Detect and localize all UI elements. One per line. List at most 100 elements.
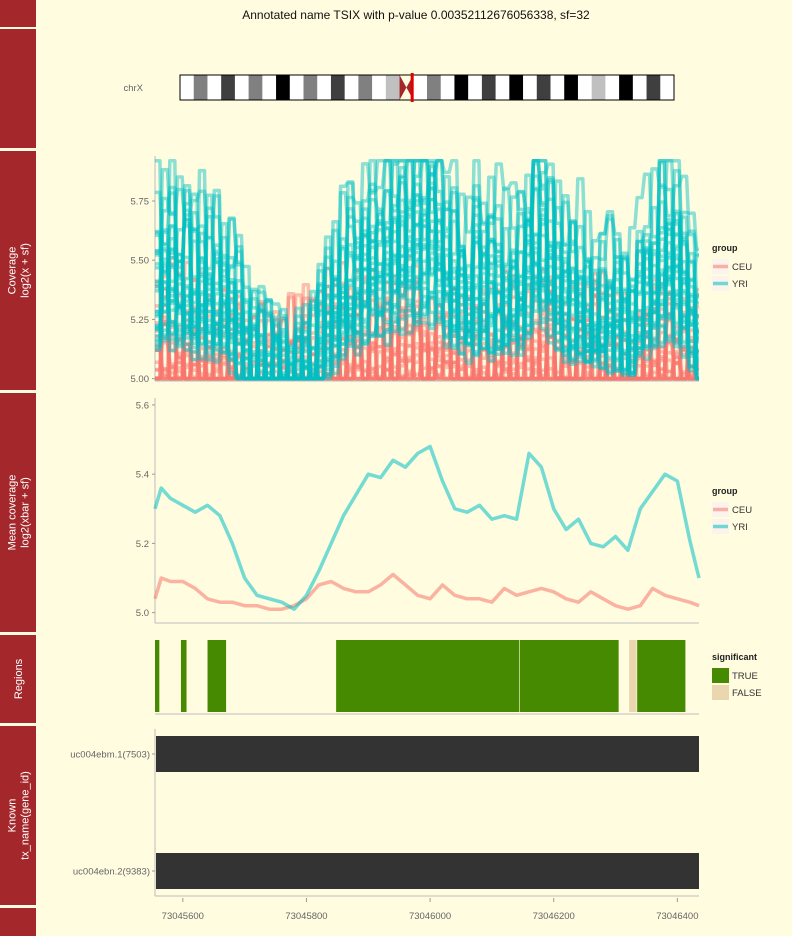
x-tick-label: 73046200 xyxy=(533,911,575,922)
chromosome-band xyxy=(509,75,524,100)
coverage-line-yri xyxy=(155,197,699,381)
chromosome-band xyxy=(221,75,236,100)
centromere xyxy=(399,75,414,100)
chromosome-band xyxy=(372,75,387,100)
strip-label-known: Knowntx_name(gene_id) xyxy=(7,771,32,860)
coverage-line-ceu xyxy=(155,322,699,381)
chromosome-label: chrX xyxy=(123,83,143,94)
strip-footer xyxy=(0,908,36,936)
coverage-line-yri xyxy=(155,158,699,381)
mean-legend-label: YRI xyxy=(732,522,748,533)
chromosome-band xyxy=(646,75,661,100)
x-tick-label: 73046400 xyxy=(656,911,698,922)
chromosome-band xyxy=(495,75,510,100)
strip-known xyxy=(0,726,36,905)
chromosome-band xyxy=(193,75,208,100)
transcript-bar xyxy=(156,736,699,772)
mean-legend-label: CEU xyxy=(732,505,752,516)
strip-label-coverage: Coveragelog2(x + sf) xyxy=(7,243,32,298)
chromosome-band xyxy=(207,75,222,100)
strip-mean xyxy=(0,393,36,632)
strip-label-line: Known xyxy=(7,799,19,833)
regions-legend-swatch xyxy=(712,685,729,700)
panel-strips: Coveragelog2(x + sf) Mean coveragelog2(xb… xyxy=(0,0,36,936)
strip-label-line: Mean coverage xyxy=(7,475,19,551)
chromosome-band xyxy=(660,75,675,100)
strip-label-line: Regions xyxy=(13,658,25,699)
region-bar xyxy=(637,640,686,712)
coverage-line-yri xyxy=(155,158,699,381)
coverage-line-yri xyxy=(155,158,699,381)
coverage-line-ceu xyxy=(155,254,699,381)
mean-y-tick-label: 5.2 xyxy=(136,539,149,550)
coverage-line-yri xyxy=(155,168,699,381)
coverage-line-ceu xyxy=(155,306,699,381)
chromosome-band xyxy=(276,75,291,100)
chromosome-band xyxy=(550,75,565,100)
region-bar xyxy=(207,640,227,712)
chromosome-band xyxy=(468,75,483,100)
coverage-line-yri xyxy=(155,257,699,381)
chromosome-band xyxy=(413,75,428,100)
coverage-line-yri xyxy=(155,272,699,381)
coverage-line-yri xyxy=(155,158,699,381)
mean-y-tick-label: 5.6 xyxy=(136,400,149,411)
chromosome-band xyxy=(180,75,195,100)
chromosome-band xyxy=(591,75,606,100)
chromosome-band xyxy=(632,75,647,100)
coverage-line-ceu xyxy=(155,322,699,381)
transcript-label: uc004ebn.2(9383) xyxy=(73,867,150,878)
coverage-line-yri xyxy=(155,172,699,381)
chromosome-band xyxy=(427,75,442,100)
coverage-line-ceu xyxy=(155,312,699,381)
chromosome-band xyxy=(454,75,469,100)
coverage-line-yri xyxy=(155,197,699,381)
coverage-line-yri xyxy=(155,240,699,381)
coverage-y-tick-label: 5.50 xyxy=(131,256,150,267)
coverage-line-yri xyxy=(155,215,699,381)
coverage-line-ceu xyxy=(155,262,699,381)
coverage-line-yri xyxy=(155,158,699,381)
chromosome-band xyxy=(358,75,373,100)
coverage-line-yri xyxy=(155,213,699,381)
coverage-panel: 5.00 5.25 5.50 5.75 xyxy=(131,156,699,385)
regions-legend-label: TRUE xyxy=(732,671,758,682)
coverage-line-yri xyxy=(155,233,699,381)
chromosome-band xyxy=(317,75,332,100)
coverage-line-ceu xyxy=(155,305,699,381)
chromosome-band xyxy=(577,75,592,100)
chromosome-band xyxy=(262,75,277,100)
x-tick-label: 73045600 xyxy=(162,911,204,922)
x-tick-label: 73045800 xyxy=(285,911,327,922)
coverage-legend-label: CEU xyxy=(732,262,752,273)
coverage-line-yri xyxy=(155,207,699,381)
coverage-line-yri xyxy=(155,174,699,381)
strip-label-line: tx_name(gene_id) xyxy=(20,771,32,860)
coverage-line-ceu xyxy=(155,267,699,381)
coverage-line-yri xyxy=(155,250,699,381)
coverage-y-tick-label: 5.00 xyxy=(131,374,150,385)
strip-label-line: Coverage xyxy=(7,247,19,295)
region-bar xyxy=(629,640,637,712)
coverage-line-yri xyxy=(155,210,699,381)
transcript-label: uc004ebm.1(7503) xyxy=(70,750,150,761)
coverage-line-ceu xyxy=(155,260,699,381)
coverage-line-yri xyxy=(155,286,699,381)
coverage-line-ceu xyxy=(155,320,699,381)
strip-ideogram xyxy=(0,29,36,148)
chromosome-band xyxy=(303,75,318,100)
figure-title: Annotated name TSIX with p-value 0.00352… xyxy=(242,8,590,22)
coverage-legend-label: YRI xyxy=(732,279,748,290)
mean-legend-title: group xyxy=(712,486,738,496)
coverage-line-ceu xyxy=(155,286,699,381)
known-transcripts-panel: uc004ebm.1(7503) uc004ebn.2(9383) xyxy=(70,729,699,897)
coverage-line-yri xyxy=(155,161,699,381)
region-bar xyxy=(155,640,160,712)
strip-label-mean: Mean coveragelog2(xbar + sf) xyxy=(7,475,32,551)
coverage-legend-title: group xyxy=(712,243,738,253)
strip-coverage xyxy=(0,151,36,390)
mean-line-yri xyxy=(153,444,701,611)
coverage-line-yri xyxy=(155,285,699,381)
coverage-line-yri xyxy=(155,272,699,381)
